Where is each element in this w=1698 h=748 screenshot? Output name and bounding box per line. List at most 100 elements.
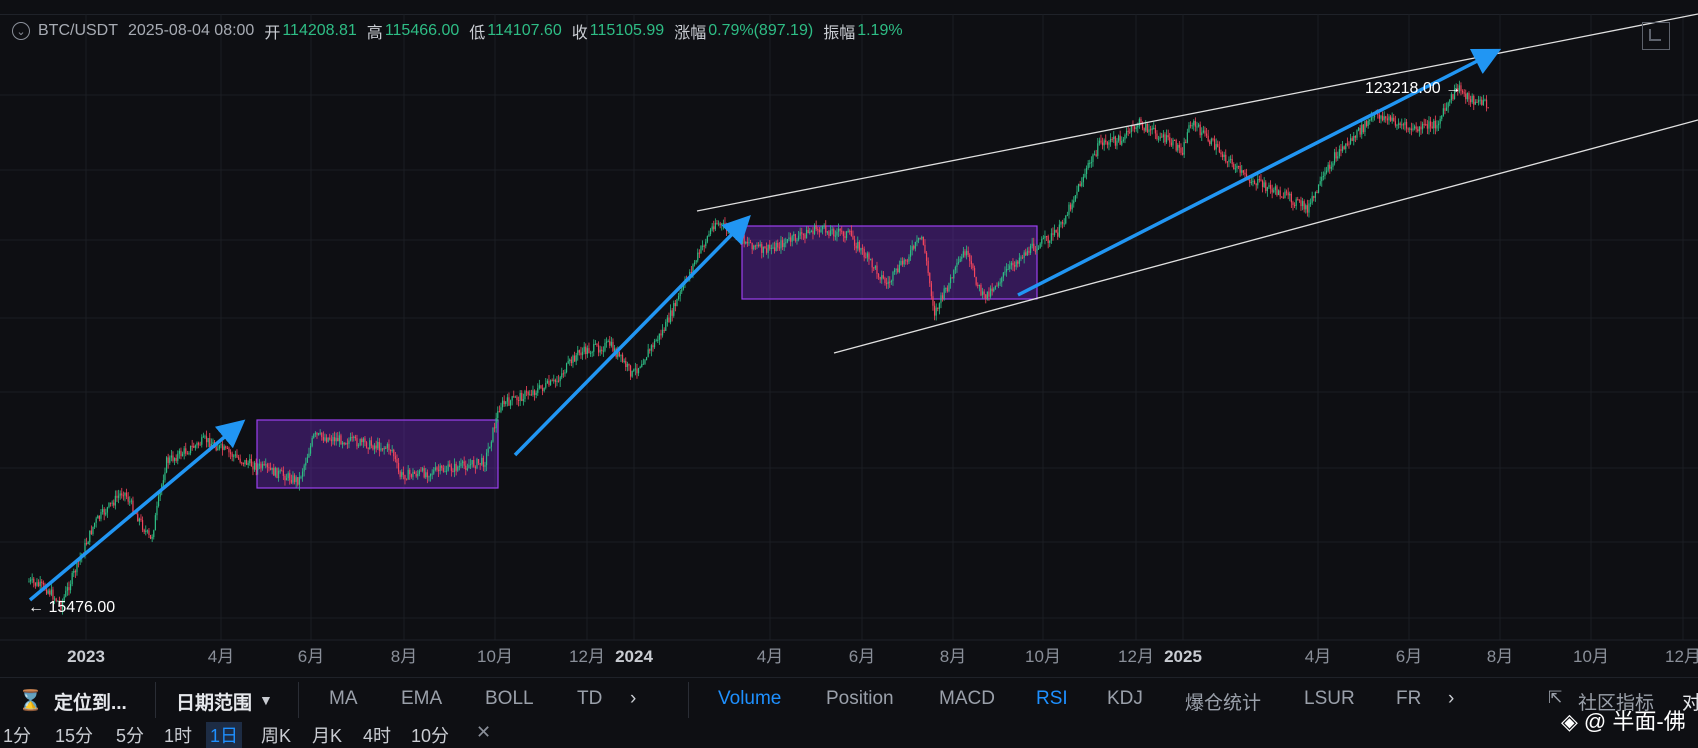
candle-body <box>599 349 601 353</box>
compare-button-cut[interactable]: 对 <box>1682 693 1698 714</box>
candle-body <box>1231 158 1233 165</box>
candle-body <box>657 339 659 341</box>
fullscreen-icon[interactable] <box>1642 22 1670 50</box>
candle-body <box>1169 137 1171 143</box>
indicator-liquidation[interactable]: 爆仓统计 <box>1185 693 1262 714</box>
candle-body <box>973 268 976 277</box>
tf-15m[interactable]: 15分 <box>55 726 94 746</box>
indicator-volume[interactable]: Volume <box>718 688 782 709</box>
indicator-position[interactable]: Position <box>826 688 894 709</box>
locate-button[interactable]: 定位到... <box>54 693 127 714</box>
community-indicators[interactable]: 社区指标 <box>1578 693 1655 714</box>
tf-4h[interactable]: 4时 <box>363 726 392 746</box>
candle-body <box>978 284 980 287</box>
indicator-rsi[interactable]: RSI <box>1036 688 1068 709</box>
indicator-kdj[interactable]: KDJ <box>1107 688 1143 709</box>
symbol-label: BTC/USDT <box>38 22 118 39</box>
tf-10m[interactable]: 10分 <box>411 726 450 746</box>
candle-body <box>892 272 894 281</box>
calendar-icon[interactable]: ⌛ <box>18 690 43 712</box>
candle-body <box>1325 170 1328 173</box>
candle-body <box>477 459 480 464</box>
candle-body <box>1487 107 1489 109</box>
candle-body <box>884 278 886 284</box>
candle-body <box>186 453 188 455</box>
candle-body <box>1383 116 1385 121</box>
tf-1d[interactable]: 1日 <box>206 722 243 748</box>
candle-body <box>1025 252 1027 256</box>
candle-body <box>1151 128 1153 131</box>
candle-body <box>765 248 768 253</box>
chevron-right-icon[interactable]: › <box>630 688 637 709</box>
candle-body <box>389 450 392 452</box>
tf-month[interactable]: 月K <box>312 726 343 746</box>
candle-body <box>834 235 836 237</box>
candle-body <box>1145 123 1147 131</box>
indicator-boll[interactable]: BOLL <box>485 688 534 709</box>
candle-body <box>426 472 428 478</box>
date-range-button[interactable]: 日期范围 <box>176 693 253 714</box>
chevron-right-icon[interactable]: › <box>1448 688 1455 709</box>
candle-body <box>705 241 707 247</box>
candle-body <box>1439 118 1441 124</box>
candle-body <box>52 589 54 600</box>
candle-body <box>84 542 86 555</box>
candle-body <box>391 449 393 451</box>
candle-body <box>469 464 472 466</box>
indicator-ma[interactable]: MA <box>329 688 358 709</box>
candle-body <box>1343 146 1345 150</box>
tf-week[interactable]: 周K <box>261 726 292 746</box>
candle-body <box>845 231 848 238</box>
tf-5m[interactable]: 5分 <box>116 726 145 746</box>
tf-1m[interactable]: 1分 <box>3 726 32 746</box>
candle-body <box>919 237 921 239</box>
candle-body <box>33 578 35 583</box>
candle-body <box>645 357 648 361</box>
candle-body <box>1170 142 1172 146</box>
indicator-fr[interactable]: FR <box>1396 688 1422 709</box>
candle-body <box>1420 126 1422 130</box>
indicator-ema[interactable]: EMA <box>401 688 443 709</box>
indicator-lsur[interactable]: LSUR <box>1304 688 1355 709</box>
indicator-td[interactable]: TD <box>577 688 603 709</box>
candle-body <box>519 392 521 401</box>
candle-body <box>181 453 184 457</box>
close-icon[interactable]: ✕ <box>476 722 492 742</box>
candle-body <box>751 242 753 250</box>
candle-body <box>810 230 812 232</box>
candle-body <box>346 443 348 445</box>
candle-body <box>1015 261 1017 267</box>
tf-1h[interactable]: 1时 <box>164 726 193 746</box>
candle-body <box>788 237 790 240</box>
candle-body <box>1164 134 1166 143</box>
candle-body <box>924 244 926 253</box>
candle-body <box>92 526 94 535</box>
candle-body <box>229 452 232 454</box>
candle-body <box>1463 92 1465 94</box>
candle-body <box>468 465 470 469</box>
candle-body <box>1065 215 1067 224</box>
candle-body <box>108 502 110 508</box>
candle-body <box>996 285 998 287</box>
candle-body <box>988 291 990 297</box>
candle-body <box>805 229 808 239</box>
candle-body <box>183 448 185 454</box>
candle-body <box>1044 235 1046 239</box>
candle-body <box>498 411 500 413</box>
chevron-down-icon[interactable]: ⌄ <box>12 22 30 40</box>
trend-arrows <box>28 48 1502 602</box>
indicator-macd[interactable]: MACD <box>939 688 995 709</box>
chevron-down-icon[interactable]: ▼ <box>259 692 273 708</box>
candle-body <box>831 229 833 231</box>
candle-body <box>1284 191 1286 198</box>
candle-body <box>1068 204 1070 215</box>
candle-body <box>906 260 908 262</box>
candle-body <box>877 273 880 278</box>
channel-upper-line <box>696 13 1698 212</box>
candle-body <box>909 250 912 257</box>
candle-body <box>279 470 281 472</box>
candle-body <box>220 444 222 446</box>
community-icon[interactable]: ⇱ <box>1548 688 1563 707</box>
candle-body <box>1089 162 1091 164</box>
